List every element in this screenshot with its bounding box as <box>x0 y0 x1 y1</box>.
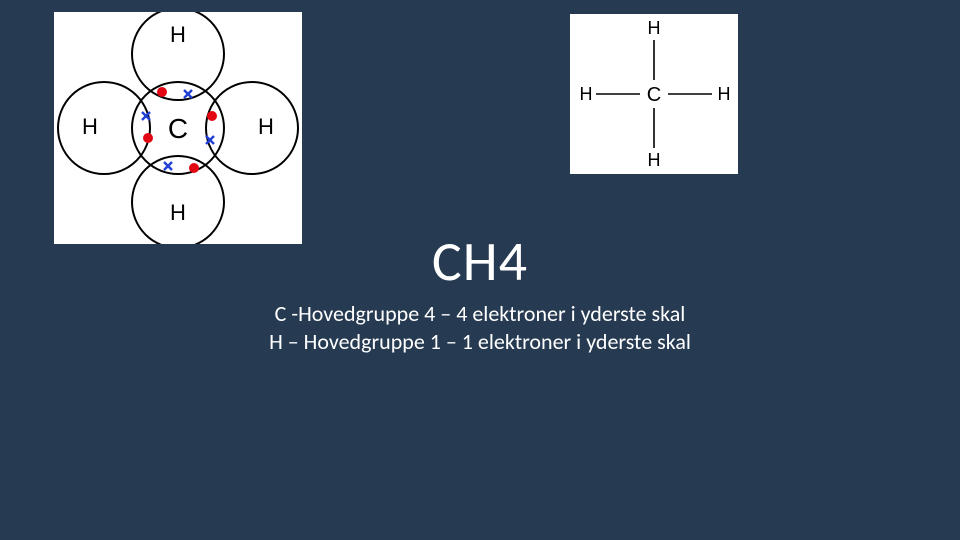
electron-dot <box>207 111 217 121</box>
h-label-top: H <box>648 18 661 38</box>
c-label: C <box>168 113 188 144</box>
electron-dot <box>157 87 167 97</box>
h-circle-left <box>58 82 150 174</box>
h-label-left: H <box>580 84 593 104</box>
h-label-left: H <box>82 114 98 139</box>
c-label: C <box>647 84 661 106</box>
subtitle-line-2: H – Hovedgruppe 1 – 1 elektroner i yders… <box>0 328 960 355</box>
structural-diagram: C H H H H <box>570 14 738 174</box>
structural-svg: C H H H H <box>570 14 738 174</box>
electron-cross <box>184 90 192 98</box>
h-label-bottom: H <box>648 150 661 170</box>
lewis-svg: H H H H C <box>54 12 302 244</box>
electron-cross <box>164 162 172 170</box>
h-label-top: H <box>170 22 186 47</box>
h-label-right: H <box>258 114 274 139</box>
h-label-right: H <box>718 84 731 104</box>
subtitle-line-1: C -Hovedgruppe 4 – 4 elektroner i yderst… <box>0 300 960 327</box>
slide-title: CH4 <box>0 228 960 296</box>
h-circle-right <box>206 82 298 174</box>
h-label-bottom: H <box>170 200 186 225</box>
lewis-diagram: H H H H C <box>54 12 302 244</box>
electron-dot <box>189 163 199 173</box>
electron-dot <box>143 133 153 143</box>
